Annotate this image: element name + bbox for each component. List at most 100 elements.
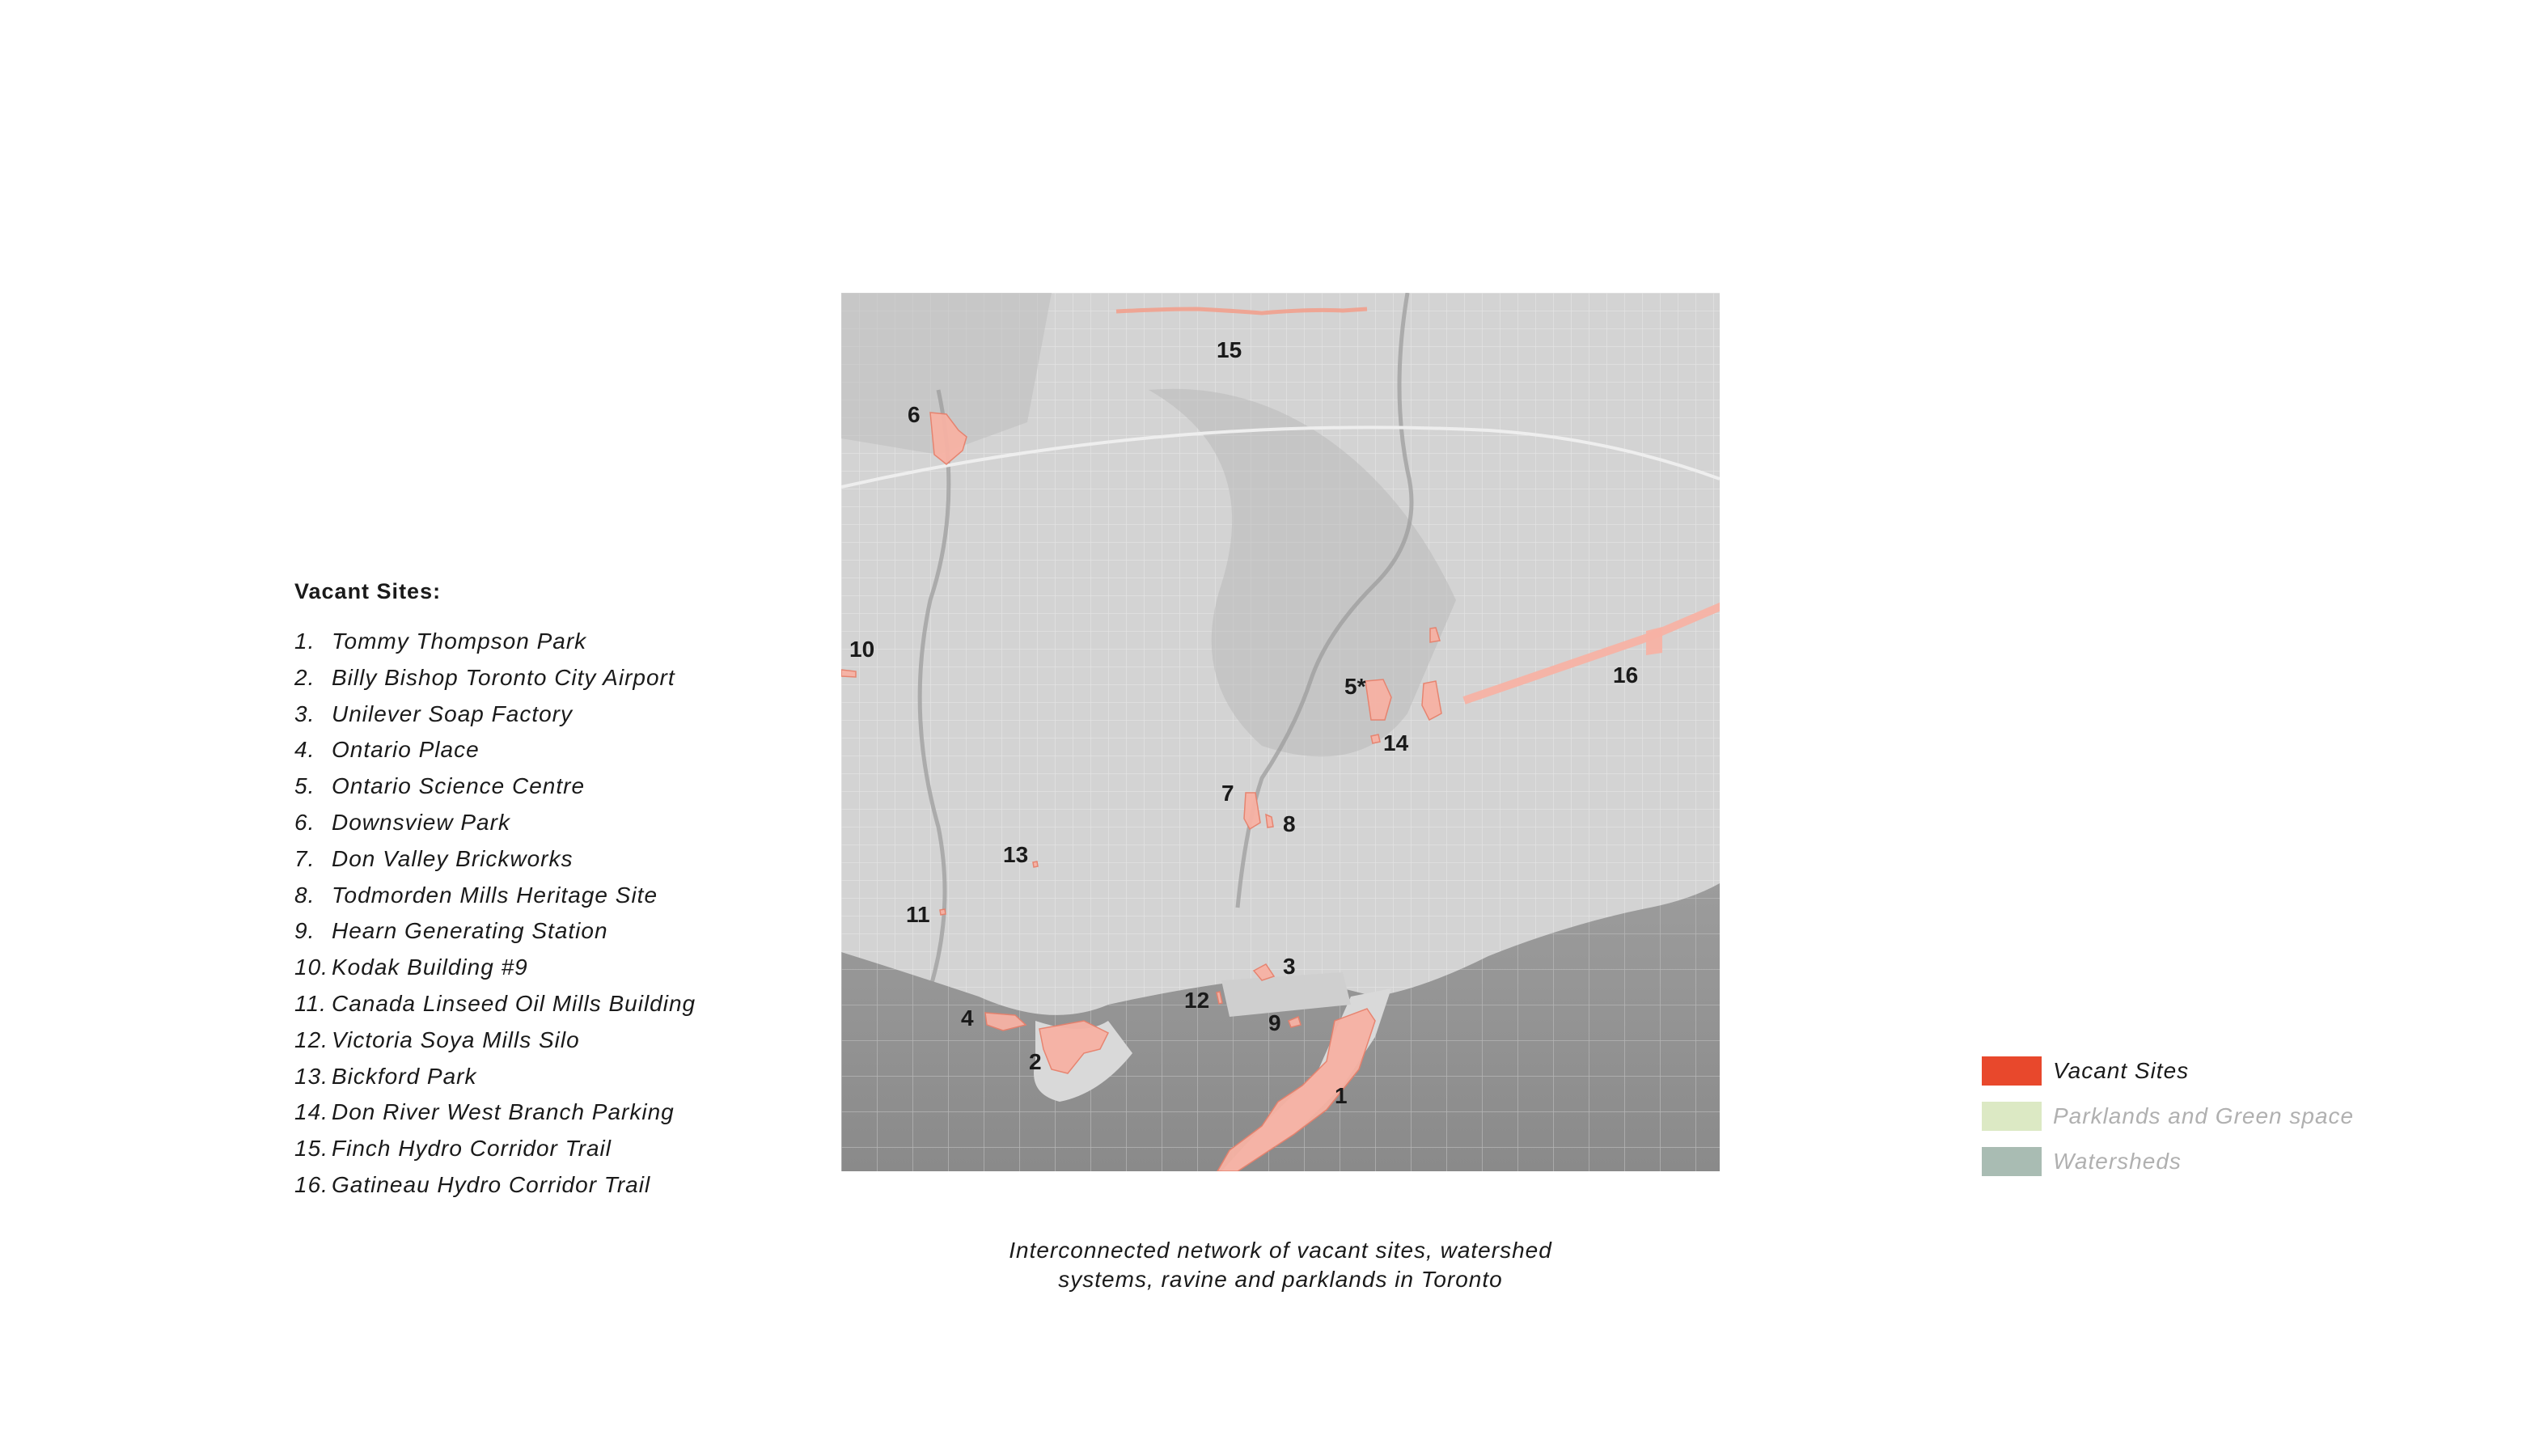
caption-line-1: Interconnected network of vacant sites, … [1009,1238,1552,1263]
map-label-11: 11 [906,902,930,927]
vacant-site-5c [1429,627,1441,643]
vacant-site-5 [1365,679,1392,721]
site-list-item: 3. Unilever Soap Factory [294,696,747,733]
site-list-number: 2. [294,664,315,690]
vacant-site-13 [1032,861,1039,868]
key-item-parklands: Parklands and Green space [1982,1094,2354,1139]
site-list-item: 5. Ontario Science Centre [294,768,747,805]
site-list-item: 16. Gatineau Hydro Corridor Trail [294,1167,747,1204]
site-list-label: Billy Bishop Toronto City Airport [332,664,675,690]
site-list-number: 5. [294,773,315,799]
site-list-number: 6. [294,809,315,835]
vacant-sites-items: 1. Tommy Thompson Park 2. Billy Bishop Toro… [294,624,747,1204]
site-list-number: 9. [294,918,315,944]
map-key-legend: Vacant Sites Parklands and Green space Wat… [1982,1048,2354,1184]
site-list-label: Victoria Soya Mills Silo [332,1026,580,1052]
toronto-map: 1 2 3 4 5* 6 7 8 9 10 11 12 13 14 15 16 [841,293,1720,1171]
site-list-number: 11. [294,990,327,1016]
vacant-sites-list: Vacant Sites: 1. Tommy Thompson Park 2. Bil… [294,579,747,1204]
site-list-item: 13. Bickford Park [294,1059,747,1095]
site-list-number: 10. [294,954,328,980]
site-list-label: Don River West Branch Parking [332,1099,675,1125]
port-lands [1221,972,1351,1017]
map-label-1: 1 [1335,1083,1348,1108]
site-list-label: Downsview Park [332,809,510,835]
site-list-number: 1. [294,629,315,654]
site-list-item: 1. Tommy Thompson Park [294,624,747,660]
site-list-item: 7. Don Valley Brickworks [294,841,747,878]
site-list-number: 16. [294,1171,328,1197]
site-list-number: 15. [294,1136,328,1162]
site-list-item: 12. Victoria Soya Mills Silo [294,1022,747,1059]
dense-urban-zone [841,293,1052,455]
site-list-item: 14. Don River West Branch Parking [294,1094,747,1131]
vacant-site-3 [1252,963,1276,981]
site-list-number: 4. [294,737,315,763]
site-list-item: 4. Ontario Place [294,732,747,768]
key-item-vacant-sites: Vacant Sites [1982,1048,2354,1094]
site-list-label: Ontario Science Centre [332,773,586,799]
site-list-number: 8. [294,882,315,908]
site-list-number: 3. [294,700,315,726]
vacant-site-8 [1265,813,1274,828]
map-label-8: 8 [1283,811,1296,836]
site-list-number: 13. [294,1063,328,1089]
site-list-label: Gatineau Hydro Corridor Trail [332,1171,651,1197]
site-list-label: Tommy Thompson Park [332,629,587,654]
site-list-label: Don Valley Brickworks [332,845,574,871]
map-canvas: 1 2 3 4 5* 6 7 8 9 10 11 12 13 14 15 16 [841,293,1720,1171]
don-river-ravine [1235,293,1414,908]
vacant-site-10 [841,669,857,678]
vacant-site-16b [1646,627,1662,655]
site-list-item: 6. Downsview Park [294,805,747,841]
map-caption: Interconnected network of vacant sites, … [866,1236,1695,1294]
site-list-label: Ontario Place [332,737,480,763]
site-list-label: Todmorden Mills Heritage Site [332,882,658,908]
site-list-label: Canada Linseed Oil Mills Building [332,990,696,1016]
vacant-site-6 [929,412,967,465]
map-label-3: 3 [1283,954,1296,979]
site-list-item: 2. Billy Bishop Toronto City Airport [294,660,747,696]
ravine-zone [1149,388,1456,757]
vacant-site-5b [1421,680,1442,722]
key-swatch-watersheds [1982,1147,2042,1176]
site-list-number: 14. [294,1099,328,1125]
site-list-item: 9. Hearn Generating Station [294,913,747,950]
vacant-site-2 [1039,1020,1110,1074]
map-label-15: 15 [1217,337,1242,362]
key-swatch-vacant-sites [1982,1056,2042,1086]
site-list-label: Finch Hydro Corridor Trail [332,1136,612,1162]
vacant-site-4 [984,1012,1027,1031]
site-list-item: 15. Finch Hydro Corridor Trail [294,1131,747,1167]
site-list-item: 8. Todmorden Mills Heritage Site [294,878,747,914]
highway-401 [841,425,1720,489]
site-list-item: 11. Canada Linseed Oil Mills Building [294,986,747,1022]
site-list-label: Bickford Park [332,1063,477,1089]
caption-line-2: systems, ravine and parklands in Toronto [1058,1267,1503,1292]
key-label-parklands: Parklands and Green space [2053,1103,2355,1128]
vacant-site-9 [1288,1015,1302,1028]
vacant-site-7 [1243,792,1261,831]
humber-river-ravine [917,389,951,989]
map-label-9: 9 [1268,1010,1281,1035]
key-label-vacant-sites: Vacant Sites [2053,1058,2190,1083]
site-list-number: 12. [294,1026,328,1052]
map-label-16: 16 [1613,662,1638,688]
site-list-number: 7. [294,845,315,871]
vacant-site-14 [1370,734,1381,744]
site-list-label: Unilever Soap Factory [332,700,574,726]
site-list-label: Hearn Generating Station [332,918,608,944]
map-label-7: 7 [1221,781,1234,806]
map-label-5: 5* [1344,674,1366,699]
map-label-13: 13 [1003,842,1028,867]
key-swatch-parklands [1982,1102,2042,1131]
vacant-site-15 [1115,307,1368,315]
vacant-sites-title: Vacant Sites: [294,579,442,603]
vacant-site-1 [1217,1008,1376,1171]
site-list-item: 10. Kodak Building #9 [294,950,747,986]
key-label-watersheds: Watersheds [2053,1149,2182,1174]
key-item-watersheds: Watersheds [1982,1139,2354,1184]
site-list-label: Kodak Building #9 [332,954,528,980]
map-label-10: 10 [849,637,874,662]
map-label-2: 2 [1029,1049,1042,1074]
